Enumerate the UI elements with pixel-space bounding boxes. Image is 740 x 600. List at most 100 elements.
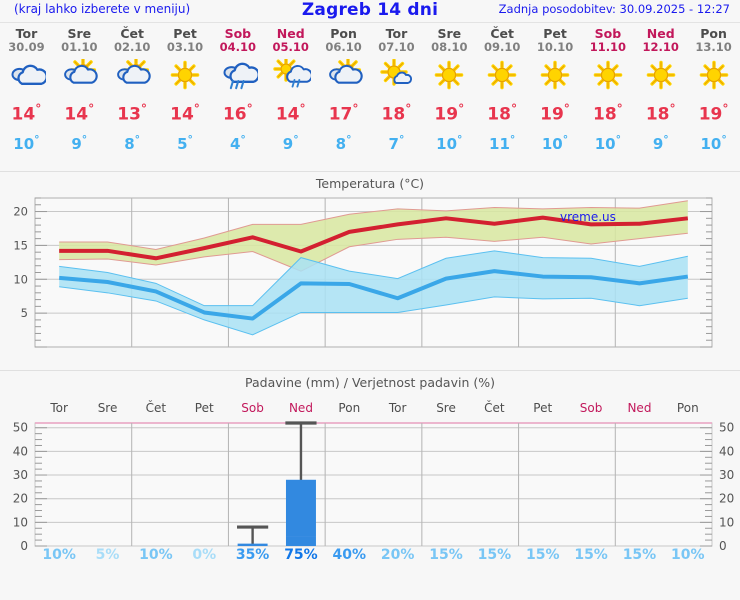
precip-day-label: Pet (533, 401, 553, 415)
sun-rain-icon (264, 56, 317, 96)
sun-small-cloud-icon (370, 56, 423, 96)
svg-text:20: 20 (719, 492, 734, 506)
precip-probability-label: 20% (380, 547, 415, 563)
day-name: Tor (385, 26, 408, 41)
day-column[interactable]: Sob 04.10 16° 4° (211, 27, 264, 156)
day-name: Pon (700, 26, 727, 41)
sunny-icon (529, 56, 582, 96)
day-date: 02.10 (113, 40, 151, 54)
precip-probability-label: 0% (192, 547, 217, 563)
day-name: Ned (646, 26, 675, 41)
day-column[interactable]: Pon 06.10 17° 8° (317, 27, 370, 156)
sunny-icon (159, 56, 212, 96)
precip-day-label: Ned (288, 401, 313, 415)
location-hint: (kraj lahko izberete v meniju) (14, 2, 191, 16)
day-max-temp: 18° (487, 102, 518, 125)
day-column[interactable]: Pet 03.10 14° 5° (159, 27, 212, 156)
page-title: Zagreb 14 dni (301, 0, 439, 20)
svg-text:30: 30 (13, 468, 28, 482)
day-min-temp: 9° (282, 132, 299, 153)
day-column[interactable]: Sre 01.10 14° 9° (53, 27, 106, 156)
day-max-temp: 18° (645, 102, 676, 125)
day-min-temp: 10° (436, 132, 463, 153)
day-min-temp: 9° (71, 132, 88, 153)
day-min-temp: 4° (229, 132, 246, 153)
day-column[interactable]: Ned 05.10 14° 9° (264, 27, 317, 156)
day-date: 07.10 (378, 40, 415, 54)
rain-icon (211, 56, 264, 96)
day-column[interactable]: Pon 13.10 19° 10° (687, 27, 740, 156)
svg-text:40: 40 (719, 444, 734, 458)
header-divider (0, 22, 740, 23)
precip-probability-label: 15% (477, 547, 512, 563)
day-date: 06.10 (325, 40, 362, 54)
precip-day-label: Sre (97, 401, 118, 415)
day-date: 09.10 (483, 40, 521, 54)
cloudy-icon (0, 56, 53, 96)
day-column[interactable]: Čet 09.10 18° 11° (476, 27, 529, 156)
precip-day-label: Sob (241, 401, 264, 415)
day-date: 03.10 (166, 40, 204, 54)
day-name: Sre (67, 26, 92, 41)
svg-text:50: 50 (719, 421, 734, 435)
day-column[interactable]: Tor 07.10 18° 7° (370, 27, 423, 156)
day-max-temp: 19° (540, 102, 570, 125)
day-column[interactable]: Tor 30.09 14° 10° (0, 27, 53, 156)
daily-forecast-strip: Tor 30.09 14° 10° Sre 01.10 14° 9° Čet 02.10 13° 8°… (0, 23, 740, 171)
chart-divider (0, 370, 740, 371)
page-header: (kraj lahko izberete v meniju) Zagreb 14… (0, 0, 740, 22)
partly-sunny-icon (53, 56, 106, 96)
day-columns: Tor 30.09 14° 10° Sre 01.10 14° 9° Čet 02.10 13° 8°… (0, 23, 740, 156)
precip-probability-label: 15% (574, 547, 608, 563)
precip-probability-label: 40% (332, 547, 367, 563)
precip-day-label: Čet (145, 401, 167, 415)
day-name: Ned (276, 26, 305, 41)
precipitation-chart: Padavine (mm) / Verjetnost padavin (%) 0… (0, 371, 740, 563)
day-max-temp: 18° (592, 102, 623, 125)
day-min-temp: 11° (489, 132, 516, 153)
day-column[interactable]: Pet 10.10 19° 10° (529, 27, 582, 156)
last-update-label: Zadnja posodobitev: 30.09.2025 - 12:27 (498, 2, 730, 16)
svg-text:0: 0 (20, 539, 28, 553)
day-max-temp: 14° (64, 102, 95, 125)
svg-text:40: 40 (13, 444, 28, 458)
day-name: Pet (543, 26, 567, 41)
day-date: 01.10 (61, 40, 98, 54)
sunny-icon (581, 56, 634, 96)
day-min-temp: 10° (700, 132, 727, 153)
svg-text:50: 50 (13, 421, 28, 435)
day-date: 11.10 (589, 40, 627, 54)
precip-probability-label: 35% (235, 547, 270, 563)
day-date: 04.10 (219, 40, 257, 54)
precip-day-label: Ned (627, 401, 652, 415)
precip-probability-label: 15% (622, 547, 657, 563)
temperature-chart-title: Temperatura (°C) (315, 176, 425, 191)
day-name: Sre (437, 26, 462, 41)
day-max-temp: 14° (170, 102, 200, 125)
sunny-icon (634, 56, 687, 96)
svg-text:30: 30 (719, 468, 734, 482)
day-column[interactable]: Ned 12.10 18° 9° (634, 27, 687, 156)
day-max-temp: 17° (328, 102, 359, 125)
partly-sunny-icon (106, 56, 159, 96)
day-min-temp: 9° (652, 132, 669, 153)
precip-day-label: Sob (579, 401, 603, 415)
day-name: Sob (224, 26, 252, 41)
strip-divider (0, 171, 740, 172)
day-name: Pon (330, 26, 357, 41)
day-name: Tor (15, 26, 38, 41)
day-date: 13.10 (695, 40, 732, 54)
day-column[interactable]: Čet 02.10 13° 8° (106, 27, 159, 156)
day-max-temp: 14° (275, 102, 306, 125)
day-column[interactable]: Sre 08.10 19° 10° (423, 27, 476, 156)
day-date: 10.10 (536, 40, 574, 54)
watermark: vreme.us (560, 210, 616, 224)
day-min-temp: 7° (388, 132, 405, 153)
day-date: 30.09 (8, 40, 45, 54)
precipitation-plot: 0 0 10 10 20 20 30 30 40 40 50 50 (13, 421, 735, 553)
day-column[interactable]: Sob 11.10 18° 10° (581, 27, 634, 156)
day-min-temp: 5° (177, 132, 193, 153)
day-date: 08.10 (431, 40, 468, 54)
day-name: Čet (120, 26, 144, 41)
